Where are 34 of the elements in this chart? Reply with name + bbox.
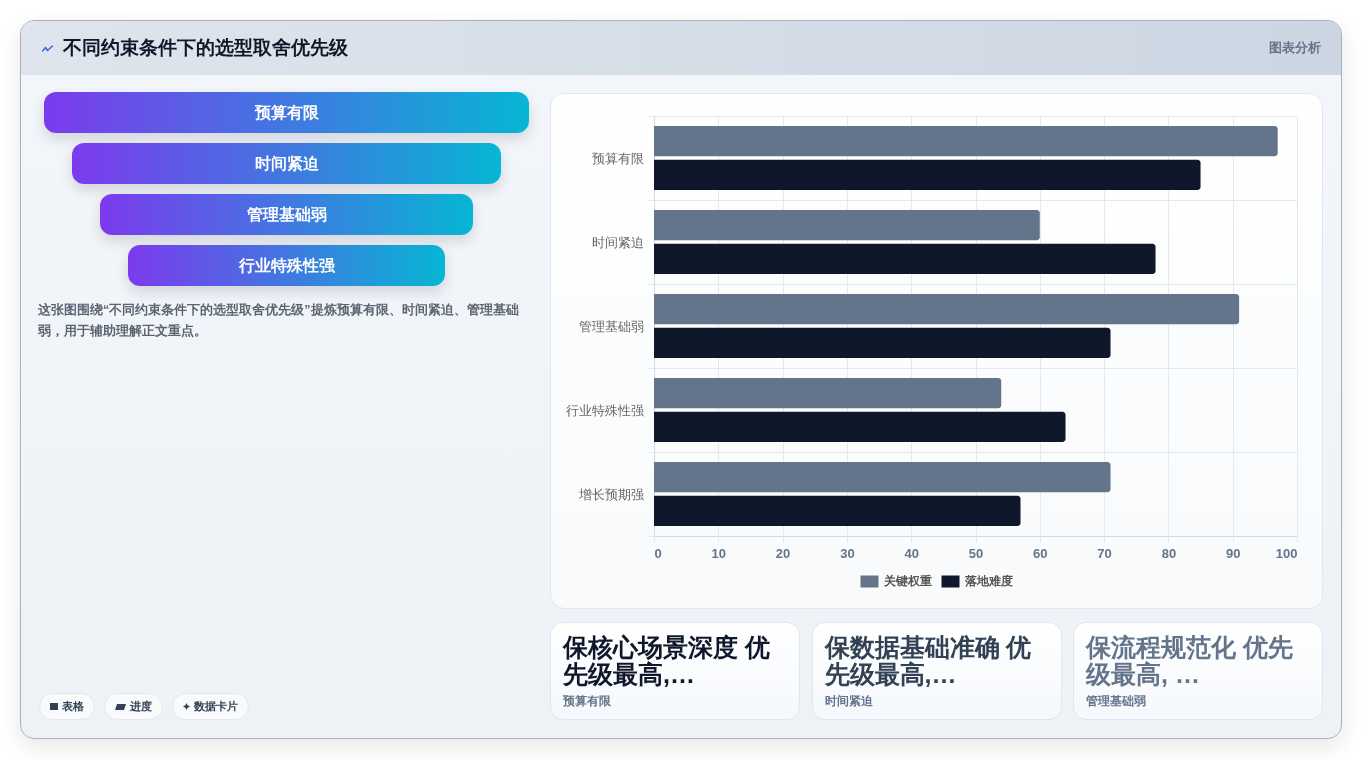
- text: 图表分析: [1269, 39, 1321, 57]
- text: 表格: [62, 699, 84, 714]
- legend-label: 落地难度: [963, 574, 1013, 589]
- x-tick-label: 40: [904, 545, 919, 561]
- text: 不同约束条件下的选型取舍优先级: [63, 36, 348, 60]
- x-tick-label: 60: [1033, 545, 1048, 561]
- category-label: 管理基础弱: [1086, 693, 1146, 709]
- y-tick-label: 增长预期强: [577, 486, 644, 502]
- legend-label: 关键权重: [882, 574, 932, 589]
- y-tick-label: 预算有限: [591, 150, 644, 166]
- category-label: 管理基础弱: [100, 194, 473, 235]
- y-tick-label: 时间紧迫: [591, 234, 644, 250]
- x-tick-label: 20: [775, 545, 791, 561]
- category-label: 时间紧迫: [824, 693, 873, 709]
- category-label: 行业特殊性强: [128, 245, 445, 286]
- x-tick-label: 90: [1225, 545, 1241, 561]
- category-label: 时间紧迫: [72, 143, 501, 184]
- category-label: 预算有限: [563, 693, 611, 709]
- text: 这张图围绕“不同约束条件下的选型取舍优先级”提炼预算有限、时间紧迫、管理基础弱，用于辅助理解正文重点。: [38, 302, 520, 340]
- x-tick-label: 50: [968, 545, 984, 561]
- x-tick-label: 10: [711, 545, 727, 561]
- y-tick-label: 行业特殊性强: [565, 402, 644, 418]
- text: 保数据基础准确 优先级最高,…: [824, 633, 1033, 688]
- x-tick-label: 100: [1275, 545, 1298, 561]
- text: 保流程规范化 优先级最高, …: [1086, 633, 1294, 688]
- text: 数据卡片: [194, 699, 238, 714]
- x-tick-label: 0: [654, 545, 662, 561]
- text: 进度: [130, 699, 152, 714]
- x-tick-label: 30: [840, 545, 855, 561]
- x-tick-label: 70: [1097, 545, 1112, 561]
- text: 保核心场景深度 优先级最高,…: [563, 633, 771, 688]
- category-label: 预算有限: [44, 92, 529, 133]
- y-tick-label: 管理基础弱: [578, 318, 644, 334]
- x-tick-label: 80: [1161, 545, 1177, 561]
